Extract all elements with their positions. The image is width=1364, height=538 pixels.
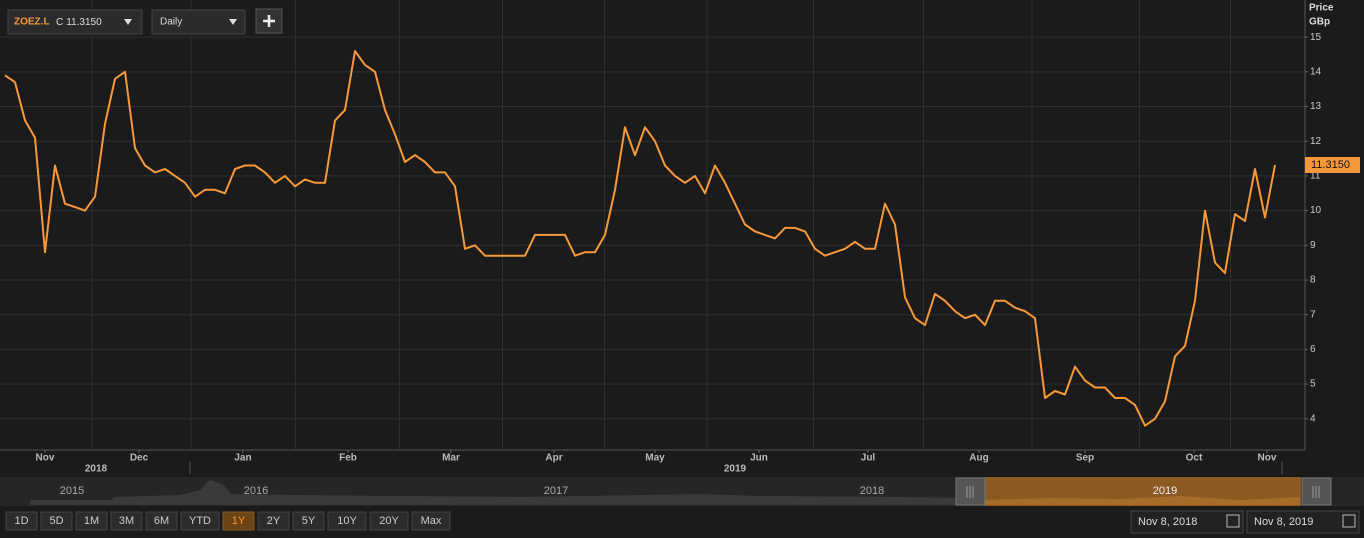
x-tick-label: Sep: [1076, 453, 1094, 464]
range-button[interactable]: [222, 511, 255, 531]
x-tick-label: Jun: [750, 453, 768, 464]
close-price: C 11.3150: [56, 17, 102, 28]
navigator-year: 2015: [60, 485, 84, 497]
last-price-label: 11.3150: [1311, 159, 1350, 171]
y-tick-label: 4: [1310, 413, 1316, 424]
navigator-selection-line: [985, 496, 1300, 505]
y-tick-label: 10: [1310, 205, 1322, 216]
date-from-box[interactable]: [1130, 510, 1244, 534]
year-label: 2018: [85, 464, 108, 475]
range-label: YTD: [189, 515, 211, 527]
range-label: 20Y: [379, 515, 399, 527]
last-price-tag: [1305, 156, 1360, 173]
close-value: 11.3150: [66, 17, 102, 28]
navigator-labels: 2015 2016 2017 2018 2019: [60, 485, 1177, 497]
navigator-year: 2018: [860, 485, 884, 497]
range-label: 1D: [14, 515, 28, 527]
range-label: 10Y: [337, 515, 357, 527]
x-tick-label: Aug: [969, 453, 988, 464]
date-from: Nov 8, 2018: [1138, 516, 1197, 528]
y-tick-label: 8: [1310, 275, 1316, 286]
range-button[interactable]: [110, 511, 143, 531]
range-button[interactable]: [327, 511, 367, 531]
plus-icon: [263, 15, 275, 27]
y-tick-label: 13: [1310, 101, 1322, 112]
range-button[interactable]: [180, 511, 220, 531]
y-tick-label: 5: [1310, 379, 1316, 390]
range-buttons: 1D 5D 1M 3M 6M YTD 1Y 2Y 5Y 10Y 20Y Max: [5, 511, 451, 531]
range-label: Max: [421, 515, 442, 527]
year-label: 2019: [724, 464, 747, 475]
calendar-icon: [1226, 514, 1240, 528]
close-prefix: C: [56, 17, 63, 28]
grid: [0, 0, 1305, 450]
range-label: 1M: [84, 515, 99, 527]
y-tick-label: 14: [1310, 66, 1322, 77]
date-to: Nov 8, 2019: [1254, 516, 1313, 528]
navigator-year: 2016: [244, 485, 268, 497]
range-button[interactable]: [5, 511, 38, 531]
range-button[interactable]: [411, 511, 451, 531]
navigator-year: 2019: [1153, 485, 1177, 497]
interval: Daily: [160, 17, 182, 28]
range-button[interactable]: [292, 511, 325, 531]
interval-box[interactable]: [151, 9, 246, 35]
y-tick-label: 6: [1310, 344, 1316, 355]
y-tick-label: 15: [1310, 32, 1322, 43]
range-label: 5Y: [302, 515, 316, 527]
x-tick-label: May: [645, 453, 665, 464]
navigator-history: [30, 480, 960, 505]
range-button[interactable]: [257, 511, 290, 531]
range-label: 6M: [154, 515, 169, 527]
y-axis-title: Price: [1309, 3, 1334, 14]
symbol-box[interactable]: [7, 9, 143, 35]
x-tick-label: Feb: [339, 453, 357, 464]
y-tick-label: 11: [1310, 171, 1321, 182]
range-label: 3M: [119, 515, 134, 527]
ticker: ZOEZ.L: [14, 17, 50, 28]
range-button[interactable]: [369, 511, 409, 531]
calendar-icon: [1342, 514, 1356, 528]
range-button[interactable]: [145, 511, 178, 531]
x-tick-label: Dec: [130, 453, 149, 464]
x-tick-label: Oct: [1186, 453, 1203, 464]
navigator-year: 2017: [544, 485, 568, 497]
range-button[interactable]: [40, 511, 73, 531]
y-tick-label: 12: [1310, 136, 1322, 147]
price-line: [4, 50, 1276, 427]
plot: [4, 50, 1276, 427]
x-tick-label: Nov: [36, 453, 55, 464]
y-tick-label: 9: [1310, 240, 1316, 251]
y-tick-label: 7: [1310, 309, 1316, 320]
range-button[interactable]: [75, 511, 108, 531]
range-label: 2Y: [267, 515, 281, 527]
x-tick-label: Nov: [1258, 453, 1277, 464]
range-label: 5D: [49, 515, 63, 527]
x-tick-label: Jan: [234, 453, 251, 464]
dropdown-arrow: [229, 19, 237, 25]
navigator-handle[interactable]: [1301, 477, 1332, 506]
x-tick-label: Mar: [442, 453, 460, 464]
x-tick-label: Jul: [861, 453, 876, 464]
range-label: 1Y: [232, 515, 246, 527]
date-to-box[interactable]: [1246, 510, 1360, 534]
handle-grip: [966, 486, 1320, 498]
x-tick-label: Apr: [545, 453, 562, 464]
dropdown-arrow: [124, 19, 132, 25]
y-axis-unit: GBp: [1309, 17, 1330, 28]
